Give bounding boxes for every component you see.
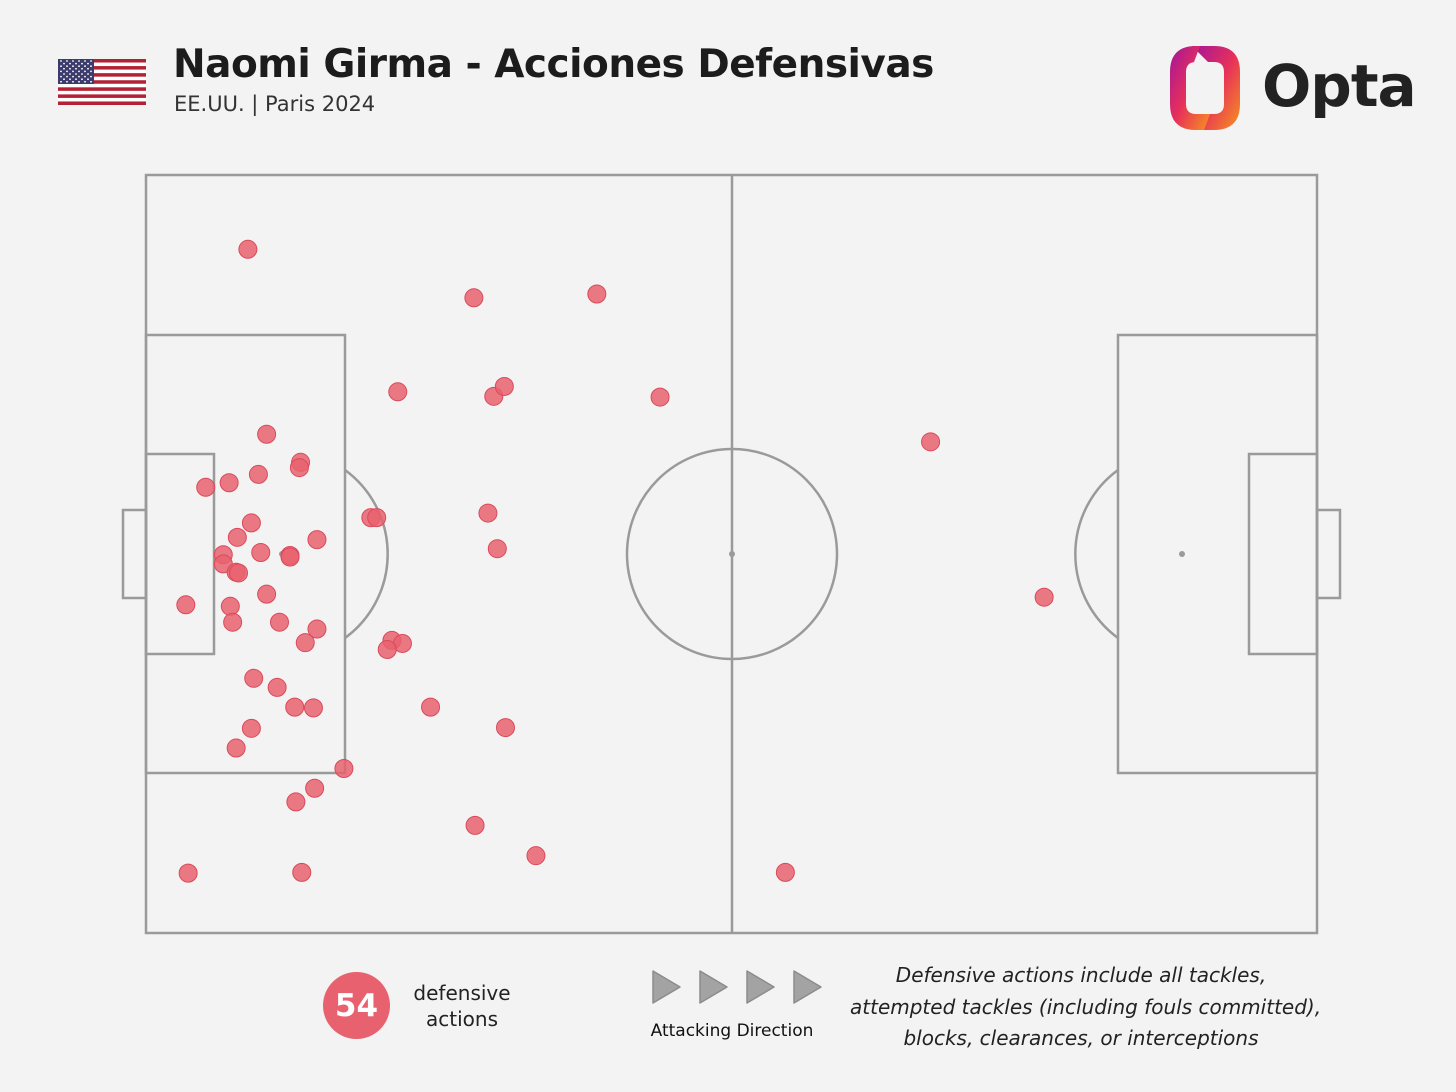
defensive-action-point (226, 738, 246, 758)
right-penalty-box (1116, 333, 1319, 775)
defensive-action-point (223, 612, 243, 632)
definition-note: Defensive actions include all tackles, a… (850, 960, 1322, 1055)
defensive-action-point (286, 792, 306, 812)
us-flag-icon (58, 59, 146, 105)
defensive-action-point (775, 862, 795, 882)
defensive-action-point (251, 542, 271, 562)
defensive-action-point (921, 432, 941, 452)
opta-logo-text: Opta (1262, 52, 1417, 120)
page-subtitle: EE.UU. | Paris 2024 (174, 92, 376, 116)
defensive-action-point (465, 815, 485, 835)
play-arrow-icon (652, 970, 681, 1004)
defensive-action-point (1034, 587, 1054, 607)
defensive-action-point (178, 863, 198, 883)
center-spot (729, 551, 735, 557)
defensive-action-point (241, 718, 261, 738)
defensive-action-point (229, 563, 249, 583)
right-goal (1315, 508, 1342, 600)
page-title: Naomi Girma - Acciones Defensivas (173, 42, 934, 87)
defensive-action-point (244, 668, 264, 688)
opta-logo-icon (1170, 46, 1240, 130)
defensive-action-point (334, 759, 354, 779)
defensive-action-point (377, 640, 397, 660)
right-penalty-spot (1179, 551, 1185, 557)
play-arrow-icon (699, 970, 728, 1004)
action-count-badge: 54 (323, 972, 390, 1039)
note-line: blocks, clearances, or interceptions (903, 1026, 1259, 1050)
play-arrow-icon (793, 970, 822, 1004)
note-line: Defensive actions include all tackles, (895, 963, 1267, 987)
defensive-action-point (227, 527, 247, 547)
defensive-action-point (269, 612, 289, 632)
right-six-yard-box (1247, 452, 1319, 656)
defensive-action-point (495, 718, 515, 738)
defensive-action-point (285, 697, 305, 717)
defensive-action-point (241, 513, 261, 533)
attacking-direction-arrows (652, 970, 822, 1004)
note-line: attempted tackles (including fouls commi… (850, 994, 1322, 1019)
play-arrow-icon (746, 970, 775, 1004)
defensive-action-point (292, 862, 312, 882)
defensive-action-point (257, 424, 277, 444)
defensive-action-point (650, 387, 670, 407)
defensive-action-point (303, 698, 323, 718)
defensive-action-point (295, 633, 315, 653)
defensive-action-point (176, 595, 196, 615)
defensive-action-point (526, 846, 546, 866)
center-circle (625, 447, 839, 661)
left-penalty-arc (344, 468, 389, 640)
defensive-action-point (305, 778, 325, 798)
attacking-direction-label: Attacking Direction (650, 1021, 814, 1041)
defensive-action-point (464, 288, 484, 308)
defensive-action-point (280, 547, 300, 567)
defensive-action-point (587, 284, 607, 304)
defensive-action-point (307, 619, 327, 639)
defensive-action-point (421, 697, 441, 717)
defensive-action-point (219, 473, 239, 493)
defensive-action-point (307, 530, 327, 550)
defensive-action-point (220, 596, 240, 616)
defensive-action-point (487, 539, 507, 559)
defensive-action-point (289, 458, 309, 478)
defensive-action-point (267, 677, 287, 697)
defensive-action-point (248, 464, 268, 484)
defensive-action-point (494, 376, 514, 396)
defensive-action-point (478, 503, 498, 523)
defensive-action-point (257, 584, 277, 604)
right-penalty-arc (1074, 468, 1119, 640)
left-goal (121, 508, 148, 600)
defensive-action-point (367, 508, 387, 528)
defensive-action-point (238, 239, 258, 259)
action-count-label: defensive actions (413, 981, 511, 1031)
defensive-action-point (388, 382, 408, 402)
defensive-action-point (196, 477, 216, 497)
